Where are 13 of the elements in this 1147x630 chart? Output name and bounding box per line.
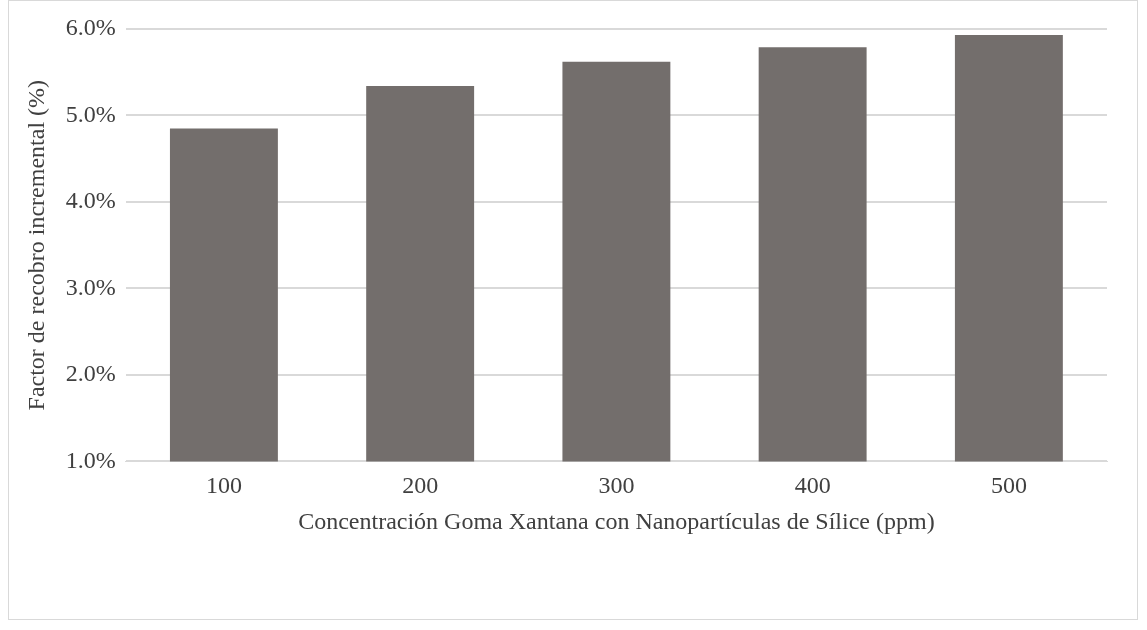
x-tick-label: 200 (402, 472, 439, 499)
y-tick-label: 3.0% (65, 273, 116, 300)
x-tick-label: 300 (598, 472, 635, 499)
x-tick-label: 500 (990, 472, 1027, 499)
y-tick-label: 5.0% (65, 100, 116, 127)
y-tick-label: 4.0% (65, 187, 116, 214)
y-axis-title: Factor de recobro incremental (%) (22, 79, 49, 411)
x-axis-title: Concentración Goma Xantana con Nanopartículas de Sílice (ppm) (298, 507, 935, 534)
y-tick-label: 1.0% (65, 446, 116, 473)
y-tick-label: 2.0% (65, 360, 116, 387)
x-tick-label: 100 (205, 472, 242, 499)
y-tick-label: 6.0% (65, 14, 116, 41)
x-tick-label: 400 (794, 472, 831, 499)
